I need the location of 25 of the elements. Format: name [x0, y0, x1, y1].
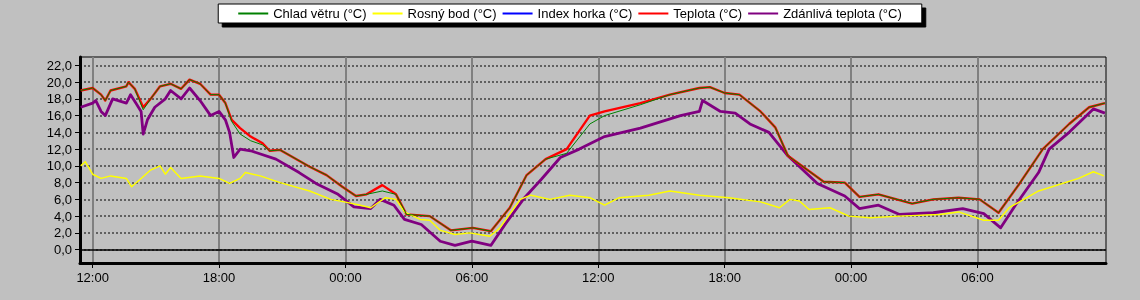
y-tick-label: 8,0	[53, 175, 72, 191]
x-tick-label: 18:00	[202, 270, 236, 285]
y-tick-label: 20,0	[46, 74, 72, 90]
y-tick-label: 0,0	[53, 242, 72, 258]
x-tick-label: 06:00	[455, 270, 489, 285]
legend-label: Rosný bod (°C)	[407, 6, 497, 21]
y-tick-label: 14,0	[46, 124, 72, 140]
y-tick-label: 6,0	[53, 191, 72, 207]
x-tick-label: 12:00	[76, 270, 109, 285]
y-tick-label: 12,0	[46, 141, 72, 157]
x-tick-label: 18:00	[708, 270, 741, 285]
x-tick-label: 06:00	[961, 270, 994, 285]
y-tick-label: 22,0	[46, 57, 72, 73]
y-tick-label: 16,0	[46, 108, 72, 124]
x-tick-label: 12:00	[581, 270, 615, 285]
y-tick-label: 10,0	[46, 158, 72, 174]
x-tick-label: 00:00	[834, 270, 868, 285]
y-tick-label: 4,0	[53, 208, 72, 224]
legend-label: Teplota (°C)	[673, 6, 743, 21]
y-tick-label: 2,0	[53, 225, 72, 241]
x-tick-label: 00:00	[329, 270, 362, 285]
legend-label: Chlad větru (°C)	[273, 6, 367, 21]
legend-label: Index horka (°C)	[537, 6, 633, 21]
legend-label: Zdánlivá teplota (°C)	[783, 6, 902, 21]
y-tick-label: 18,0	[46, 91, 72, 107]
